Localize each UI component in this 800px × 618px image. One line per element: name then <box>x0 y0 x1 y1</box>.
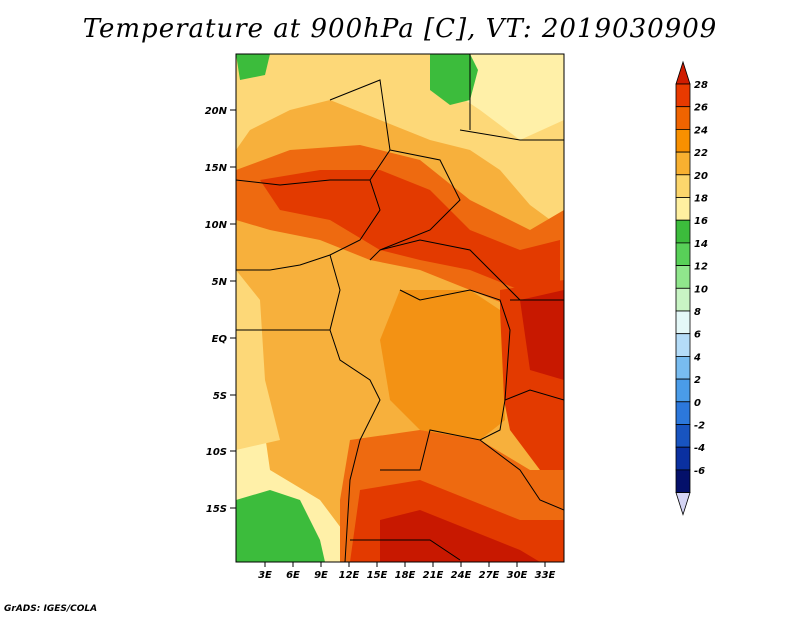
temperature-fill <box>236 54 564 562</box>
colorbar-label: -4 <box>694 443 705 454</box>
border-line <box>369 149 461 261</box>
lon-label: 27E <box>479 570 500 581</box>
lon-label: 15E <box>367 570 388 581</box>
lon-label: 12E <box>339 570 360 581</box>
colorbar-label: 22 <box>694 148 708 159</box>
fill-green-sw <box>236 490 325 562</box>
colorbar-label: 0 <box>694 398 701 409</box>
lat-label: 5N <box>212 277 228 288</box>
map-border <box>235 53 565 563</box>
border-line <box>329 254 381 562</box>
colorbar-swatch <box>675 219 691 244</box>
border-line <box>236 179 381 271</box>
lon-label: 30E <box>507 570 528 581</box>
lon-ticks <box>264 562 546 567</box>
fill-green-ne <box>430 54 478 105</box>
colorbar-swatch <box>675 265 691 289</box>
colorbar-label: 16 <box>694 216 708 227</box>
colorbar-swatch <box>675 333 691 357</box>
colorbar-swatch <box>675 310 691 335</box>
colorbar-label: 2 <box>694 375 701 386</box>
border-line <box>350 539 461 561</box>
colorbar-swatch <box>675 469 691 493</box>
colorbar-label: 18 <box>694 194 708 205</box>
border-line <box>459 129 564 141</box>
colorbar-label: -6 <box>694 466 705 477</box>
fill-green-nw <box>236 54 270 80</box>
fill-sahel-red <box>260 170 560 300</box>
colorbar-label: 6 <box>694 330 701 341</box>
grads-credit: GrADS: IGES/COLA <box>4 604 98 614</box>
colorbar-label: 24 <box>694 125 708 136</box>
colorbar-label: 20 <box>694 171 708 182</box>
colorbar-label: 8 <box>694 307 701 318</box>
colorbar-top-arrow <box>675 60 691 85</box>
colorbar-label: 14 <box>694 239 708 250</box>
colorbar-label: 10 <box>694 284 708 295</box>
colorbar-swatch <box>675 151 691 176</box>
lat-label: 10S <box>206 447 227 458</box>
border-line <box>504 389 564 401</box>
chart-title: Temperature at 900hPa [C], VT: 201903090… <box>82 14 718 44</box>
country-borders <box>236 54 564 562</box>
lat-label: 10N <box>205 220 228 231</box>
colorbar-label: 28 <box>694 80 708 91</box>
lat-label: 20N <box>205 106 228 117</box>
colorbar-swatch <box>675 287 691 312</box>
colorbar-swatch <box>675 128 691 153</box>
colorbar-swatch <box>675 197 691 221</box>
lon-label: 33E <box>535 570 556 581</box>
fill-south-hot <box>380 510 540 562</box>
colorbar-swatch <box>675 242 691 266</box>
lat-ticks <box>230 109 236 509</box>
colorbar-label: 12 <box>694 262 708 273</box>
lon-label: 18E <box>395 570 416 581</box>
colorbar-swatch <box>675 106 691 130</box>
lat-label: 15N <box>205 163 228 174</box>
lon-label: 9E <box>314 570 328 581</box>
colorbar-swatch <box>675 401 691 425</box>
lat-label: 15S <box>206 504 227 515</box>
colorbar-label: 26 <box>694 103 708 114</box>
lon-label: 24E <box>451 570 472 581</box>
fill-congo-orange <box>380 290 505 440</box>
lon-label: 3E <box>258 570 272 581</box>
lon-label: 6E <box>286 570 300 581</box>
lat-labels: 20N 15N 10N 5N EQ 5S 10S 15S <box>205 106 228 515</box>
colorbar-swatch <box>675 174 691 198</box>
colorbar-swatch <box>675 83 691 108</box>
colorbar-swatch <box>675 424 691 448</box>
colorbar-swatch <box>675 378 691 403</box>
colorbar-swatch <box>675 446 691 471</box>
fill-west-yellow <box>236 270 280 450</box>
border-line <box>479 439 564 511</box>
lon-label: 21E <box>423 570 444 581</box>
border-line <box>329 79 391 181</box>
lat-label: EQ <box>212 334 228 345</box>
colorbar-bottom-arrow <box>675 492 691 516</box>
border-line <box>379 239 521 301</box>
colorbar-label: -2 <box>694 421 705 432</box>
lat-label: 5S <box>213 391 227 402</box>
colorbar-label: 4 <box>693 352 701 363</box>
colorbar-swatch <box>675 355 691 380</box>
fill-east-hot <box>520 290 564 380</box>
lon-labels: 3E 6E 9E 12E 15E 18E 21E 24E 27E 30E 33E <box>258 570 555 581</box>
